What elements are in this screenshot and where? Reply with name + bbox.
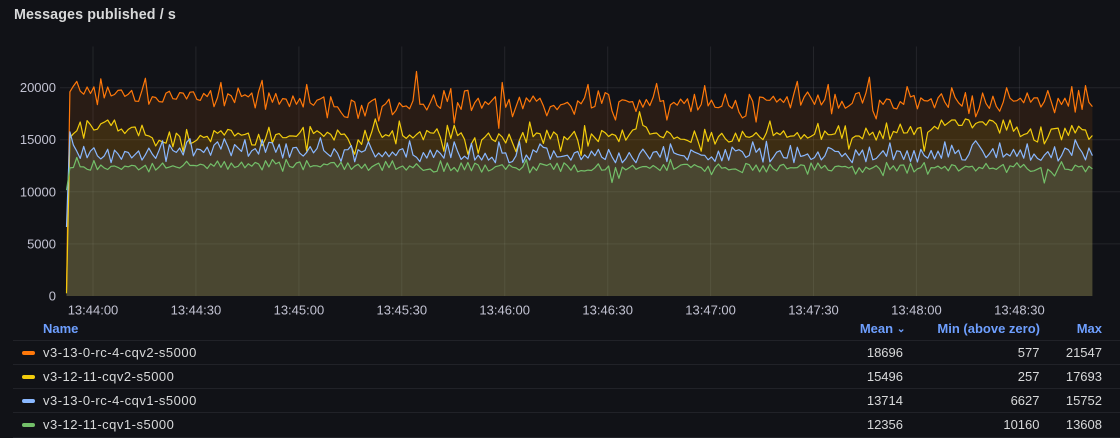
svg-text:13:44:30: 13:44:30 <box>171 303 222 318</box>
svg-text:13:47:00: 13:47:00 <box>685 303 736 318</box>
svg-text:10000: 10000 <box>20 184 56 199</box>
svg-text:13:48:30: 13:48:30 <box>994 303 1045 318</box>
svg-text:13:45:30: 13:45:30 <box>376 303 427 318</box>
svg-text:13:46:30: 13:46:30 <box>582 303 633 318</box>
svg-text:20000: 20000 <box>20 80 56 95</box>
svg-text:5000: 5000 <box>27 236 56 251</box>
svg-text:13:47:30: 13:47:30 <box>788 303 839 318</box>
svg-text:0: 0 <box>49 289 56 304</box>
svg-text:13:48:00: 13:48:00 <box>891 303 942 318</box>
svg-text:13:45:00: 13:45:00 <box>274 303 325 318</box>
svg-text:15000: 15000 <box>20 132 56 147</box>
svg-text:13:44:00: 13:44:00 <box>68 303 119 318</box>
svg-text:13:46:00: 13:46:00 <box>479 303 530 318</box>
